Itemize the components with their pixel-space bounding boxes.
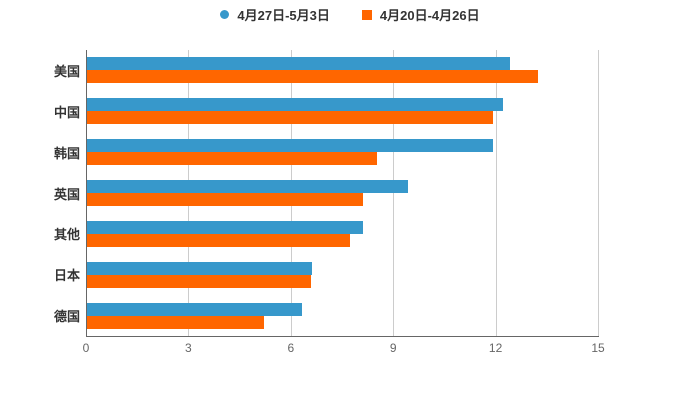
x-tick-label-12: 12 <box>488 341 503 355</box>
legend-circle-marker <box>220 10 230 19</box>
legend-square-marker <box>361 9 372 20</box>
y-axis-labels: 美国中国韩国英国其他日本德国 <box>0 50 80 336</box>
bar-series-0-category-4[interactable] <box>87 220 364 234</box>
gridline-x15 <box>598 50 599 336</box>
bar-series-0-category-5[interactable] <box>87 261 313 275</box>
x-tick-label-3: 3 <box>185 341 192 355</box>
category-label: 其他 <box>53 227 80 243</box>
category-label: 中国 <box>53 104 80 120</box>
bar-series-1-category-2[interactable] <box>87 152 378 166</box>
bar-series-1-category-4[interactable] <box>87 233 350 247</box>
category-label: 德国 <box>53 309 80 325</box>
category-label: 美国 <box>53 63 80 79</box>
x-tick-label-6: 6 <box>287 341 295 355</box>
legend-item-series-0[interactable]: 4月27日-5月3日 <box>220 5 330 24</box>
bar-group-3 <box>87 173 599 214</box>
gridline-x12 <box>495 50 497 336</box>
category-label: 韩国 <box>53 145 80 161</box>
bar-series-0-category-6[interactable] <box>87 302 303 316</box>
x-tick-label-0: 0 <box>82 341 90 355</box>
bar-series-1-category-0[interactable] <box>87 70 538 84</box>
bar-series-0-category-3[interactable] <box>87 180 408 193</box>
category-label: 英国 <box>53 186 80 202</box>
gridline-x9 <box>393 50 395 336</box>
bar-series-0-category-2[interactable] <box>87 139 494 153</box>
bar-series-1-category-6[interactable] <box>87 315 265 329</box>
bar-group-2 <box>87 132 599 173</box>
bar-group-1 <box>87 91 599 132</box>
bar-series-1-category-5[interactable] <box>87 274 311 288</box>
legend-label: 4月20日-4月26日 <box>379 8 480 23</box>
bar-group-6 <box>87 295 599 336</box>
plot-area <box>86 50 599 337</box>
chart-legend: 4月27日-5月3日 4月20日-4月26日 <box>0 5 700 24</box>
bar-rows <box>87 50 599 336</box>
category-label: 日本 <box>53 268 80 284</box>
x-tick-label-15: 15 <box>591 341 605 355</box>
bar-series-0-category-1[interactable] <box>87 98 504 112</box>
bar-series-1-category-3[interactable] <box>87 193 364 206</box>
legend-item-series-1[interactable]: 4月20日-4月26日 <box>361 5 480 24</box>
x-tick-label-9: 9 <box>389 341 397 355</box>
bar-series-0-category-0[interactable] <box>87 57 511 71</box>
bar-series-1-category-1[interactable] <box>87 111 494 125</box>
bar-group-4 <box>87 213 599 254</box>
legend-label: 4月27日-5月3日 <box>237 8 330 23</box>
bar-group-0 <box>87 50 599 91</box>
bar-group-5 <box>87 254 599 295</box>
